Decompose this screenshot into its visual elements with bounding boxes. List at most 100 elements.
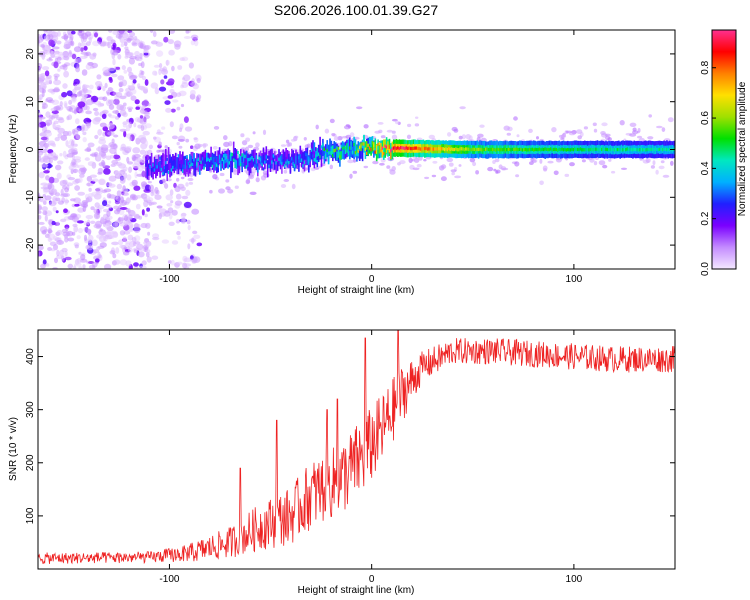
- spectrogram-cell: [169, 160, 171, 178]
- spectrogram-cell: [196, 242, 203, 247]
- spectrogram-cell: [102, 86, 106, 92]
- spectrogram-cell: [203, 166, 205, 170]
- spectrogram-cell: [207, 152, 210, 170]
- spectrogram-cell: [608, 158, 612, 162]
- spectrogram-cell: [144, 79, 149, 86]
- spectrogram-cell: [194, 39, 199, 47]
- spectrogram-cell: [86, 146, 91, 152]
- spectrogram-cell: [667, 117, 674, 123]
- spectrogram-cell: [504, 148, 507, 152]
- spectrogram-cell: [166, 203, 173, 207]
- spectrogram-cell: [387, 146, 389, 151]
- spectrogram-cell: [194, 166, 197, 170]
- spectrogram-cell: [257, 163, 259, 167]
- spectrogram-cell: [88, 187, 92, 192]
- spectrogram-cell: [95, 80, 103, 87]
- spectrogram-cell: [349, 146, 351, 150]
- spectrogram-cell: [406, 134, 412, 140]
- spectrogram-cell: [47, 219, 53, 225]
- spectrogram-cell: [191, 237, 195, 244]
- spectrogram-cell: [436, 147, 439, 151]
- spectrogram-cell: [347, 151, 350, 156]
- spectrogram-cell: [166, 178, 172, 182]
- spectrogram-cell: [48, 39, 55, 47]
- spectrogram-cell: [128, 57, 135, 65]
- spectrogram-cell: [49, 241, 57, 247]
- spectrogram-cell: [404, 146, 406, 151]
- spectrogram-cell: [511, 147, 514, 151]
- spectrogram-cell: [620, 148, 623, 152]
- spectrogram-cell: [224, 153, 226, 163]
- spectrogram-cell: [126, 220, 130, 225]
- colorbar-tick-label: 0.8: [700, 60, 711, 74]
- spectrogram-cell: [501, 167, 509, 171]
- spectrogram-cell: [186, 155, 188, 159]
- spectrogram-cell: [405, 146, 408, 150]
- spectrogram-cell: [381, 146, 384, 150]
- spectrogram-cell: [232, 141, 235, 159]
- spectrogram-cell: [176, 177, 180, 182]
- spectrogram-cell: [203, 159, 205, 169]
- spectrogram-cell: [426, 147, 429, 151]
- spectrogram-cell: [202, 143, 209, 147]
- spectrogram-cell: [106, 36, 112, 42]
- spectrogram-cell: [55, 124, 61, 129]
- spectrogram-cell: [185, 182, 189, 187]
- spectrogram-cell: [175, 193, 182, 200]
- spectrogram-cell: [180, 186, 186, 192]
- spectrogram-cell: [490, 147, 493, 152]
- spectrogram-cell: [145, 163, 147, 167]
- spectrogram-cell: [86, 119, 92, 123]
- spectrogram-cell: [82, 137, 87, 143]
- x-tick-label: 0: [369, 574, 375, 585]
- spectrogram-cell: [159, 212, 166, 217]
- spectrogram-cell: [637, 135, 642, 139]
- spectrogram-cell: [82, 264, 86, 269]
- spectrogram-cell: [77, 227, 83, 234]
- spectrogram-cell: [131, 154, 136, 162]
- spectrogram-cell: [451, 171, 456, 176]
- spectrogram-cell: [298, 156, 300, 160]
- spectrogram-cell: [68, 99, 73, 105]
- spectrogram-cell: [517, 148, 520, 152]
- spectrogram-cell: [120, 43, 125, 47]
- spectrogram-cell: [119, 128, 127, 132]
- spectrogram-cell: [183, 165, 185, 169]
- spectrogram-cell: [88, 84, 94, 90]
- spectrogram-cell: [169, 189, 174, 196]
- spectrogram-cell: [188, 181, 194, 185]
- spectrogram-cell: [145, 251, 150, 258]
- spectrogram-cell: [322, 143, 324, 147]
- spectrogram-cell: [255, 177, 260, 183]
- spectrogram-cell: [107, 71, 111, 77]
- spectrogram-cell: [292, 161, 294, 166]
- spectrogram-cell: [128, 166, 133, 173]
- spectrogram-cell: [133, 159, 141, 166]
- spectrogram-cell: [446, 147, 449, 152]
- spectrogram-cell: [177, 65, 183, 70]
- spectrogram-cell: [578, 147, 580, 152]
- spectrogram-cell: [162, 178, 166, 183]
- spectrogram-cell: [657, 148, 660, 152]
- spectrogram-cell: [592, 148, 595, 152]
- spectrogram-cell: [44, 195, 52, 201]
- spectrogram-cell: [662, 174, 670, 178]
- spectrogram-cell: [346, 143, 348, 152]
- spectrogram-cell: [127, 66, 132, 73]
- spectrogram-cell: [60, 193, 69, 197]
- spectrogram-cell: [241, 153, 243, 157]
- spectrogram-cell: [67, 263, 74, 269]
- spectrogram-cell: [476, 147, 478, 152]
- spectrogram-cell: [358, 145, 361, 149]
- spectrogram-cell: [127, 85, 131, 89]
- spectrogram-cell: [316, 148, 319, 157]
- spectrogram-cell: [142, 130, 150, 136]
- spectrogram-cell: [67, 32, 72, 39]
- spectrogram-cell: [38, 171, 45, 179]
- spectrogram-cell: [156, 165, 159, 169]
- colorbar-label: Normalized spectral amplitude: [737, 81, 748, 216]
- spectrogram-cell: [73, 46, 82, 53]
- spectrogram-cell: [110, 163, 116, 167]
- spectrogram-cell: [53, 120, 59, 125]
- spectrogram-cell: [160, 79, 165, 85]
